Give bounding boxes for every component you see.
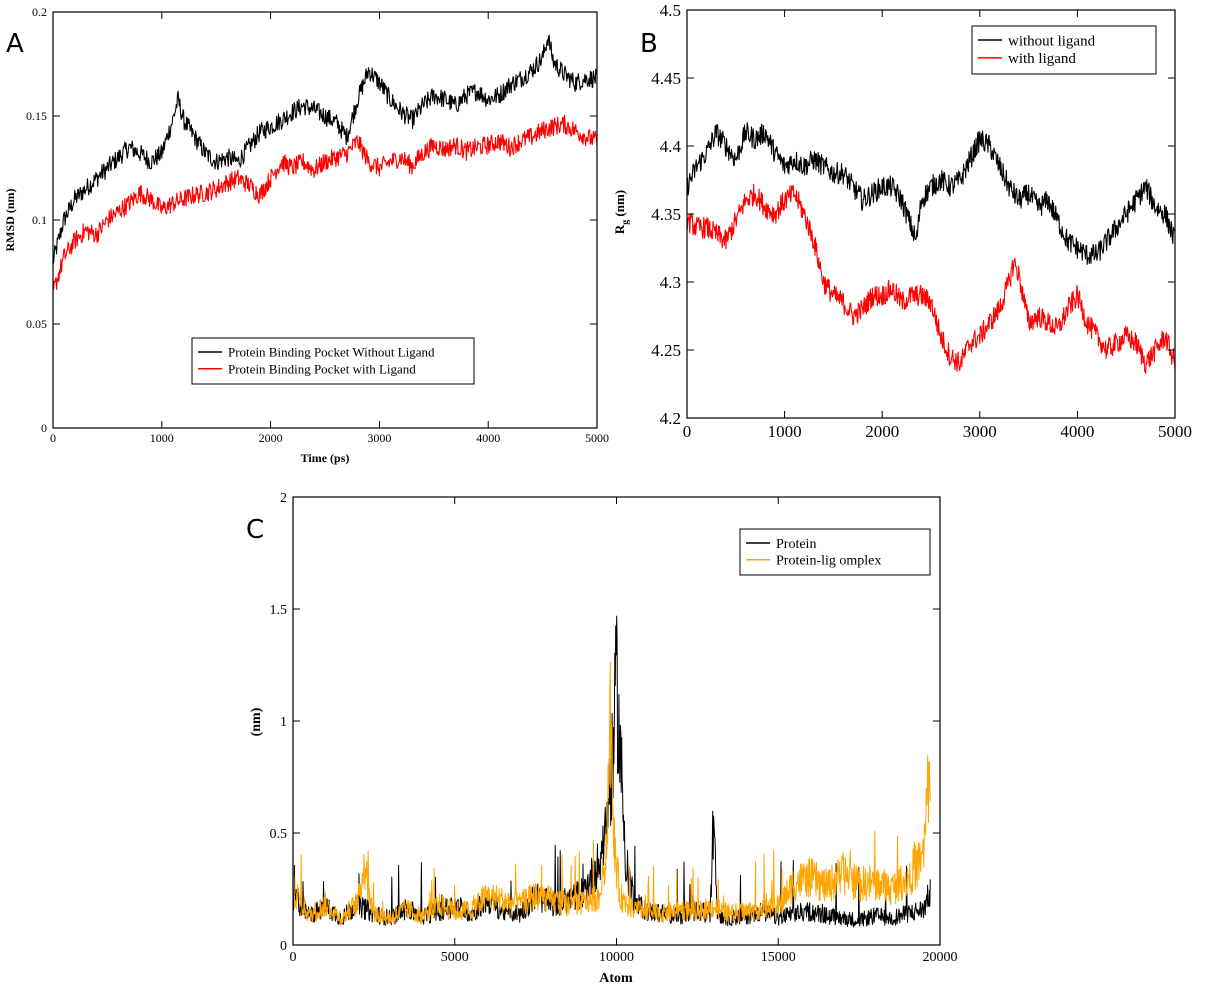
y-tick-label: 4.3 <box>660 273 681 292</box>
panel-label: C <box>246 515 264 545</box>
y-tick-label: 4.4 <box>660 137 682 156</box>
x-axis-label: Time (ps) <box>301 451 350 465</box>
series-line-2 <box>292 662 931 926</box>
legend-label: Protein-lig omplex <box>776 554 881 569</box>
y-tick-label: 4.2 <box>660 409 681 428</box>
panel-label: A <box>6 29 24 59</box>
y-tick-label: 4.25 <box>651 341 681 360</box>
x-tick-label: 10000 <box>599 950 634 965</box>
series-line-2 <box>52 114 598 290</box>
x-tick-label: 1000 <box>150 431 174 445</box>
x-tick-label: 5000 <box>441 950 469 965</box>
chart-panel-a: A 0 1000 2000 3000 4000 5000 0 0.05 0.1 0.15 0.2 Tim… <box>3 5 609 465</box>
legend-box <box>191 337 475 385</box>
legend-box <box>971 25 1157 75</box>
y-tick-label: 0.2 <box>32 5 47 19</box>
y-tick-label: 0.5 <box>270 827 288 842</box>
y-tick-label: 0.15 <box>26 109 47 123</box>
x-tick-label: 2000 <box>259 431 283 445</box>
panel-label: B <box>640 29 658 59</box>
x-tick-label: 1000 <box>768 422 802 441</box>
series-line-1 <box>52 34 598 264</box>
y-tick-label: 0 <box>41 421 47 435</box>
x-tick-label: 15000 <box>761 950 796 965</box>
legend-box <box>739 528 931 576</box>
x-tick-label: 3000 <box>963 422 997 441</box>
x-tick-label: 2000 <box>865 422 899 441</box>
x-tick-label: 0 <box>683 422 692 441</box>
y-tick-label: 1 <box>280 715 287 730</box>
legend-label: Protein <box>776 537 816 552</box>
y-tick-label: 4.35 <box>651 205 681 224</box>
chart-panel-b: B 0 1000 2000 3000 4000 5000 4.2 4.25 4.3 4.35 4.4 4… <box>612 1 1192 441</box>
legend: Protein Protein-lig omplex <box>739 528 931 576</box>
y-tick-label: 0.1 <box>32 213 47 227</box>
x-tick-label: 4000 <box>1060 422 1094 441</box>
x-tick-label: 3000 <box>367 431 391 445</box>
legend-label: without ligand <box>1008 33 1096 49</box>
x-tick-label: 0 <box>50 431 56 445</box>
x-tick-label: 5000 <box>1158 422 1192 441</box>
legend: Protein Binding Pocket Without LigandPro… <box>191 337 475 385</box>
x-tick-label: 5000 <box>585 431 609 445</box>
series-line-1 <box>686 122 1176 265</box>
y-axis-label: RMSD (nm) <box>3 189 17 252</box>
y-tick-label: 2 <box>280 491 287 506</box>
legend-label: Protein Binding Pocket with Ligand <box>228 361 416 376</box>
x-axis-label: Atom <box>599 971 633 986</box>
x-tick-label: 0 <box>290 950 297 965</box>
legend: without ligand with ligand <box>971 25 1157 75</box>
y-tick-label: 4.5 <box>660 1 681 20</box>
y-tick-label: 0.05 <box>26 317 47 331</box>
y-axis-label: (nm) <box>249 707 264 736</box>
y-tick-label: 1.5 <box>270 603 288 618</box>
y-tick-label: 0 <box>280 939 287 954</box>
series-line-2 <box>686 183 1176 374</box>
chart-panel-c: C 0 5000 10000 15000 20000 0 0.5 1 1.5 2 Atom (nm) Pr… <box>246 491 958 986</box>
y-axis-label: Rg (nm) <box>612 190 631 234</box>
legend-label: Protein Binding Pocket Without Ligand <box>228 345 435 360</box>
x-tick-label: 20000 <box>923 950 958 965</box>
y-tick-label: 4.45 <box>651 69 681 88</box>
legend-label: with ligand <box>1008 51 1076 67</box>
x-tick-label: 4000 <box>476 431 500 445</box>
